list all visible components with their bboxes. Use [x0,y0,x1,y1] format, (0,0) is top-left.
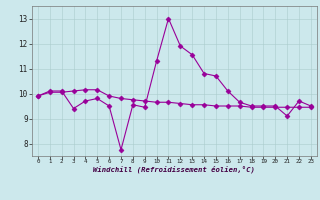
X-axis label: Windchill (Refroidissement éolien,°C): Windchill (Refroidissement éolien,°C) [93,166,255,173]
